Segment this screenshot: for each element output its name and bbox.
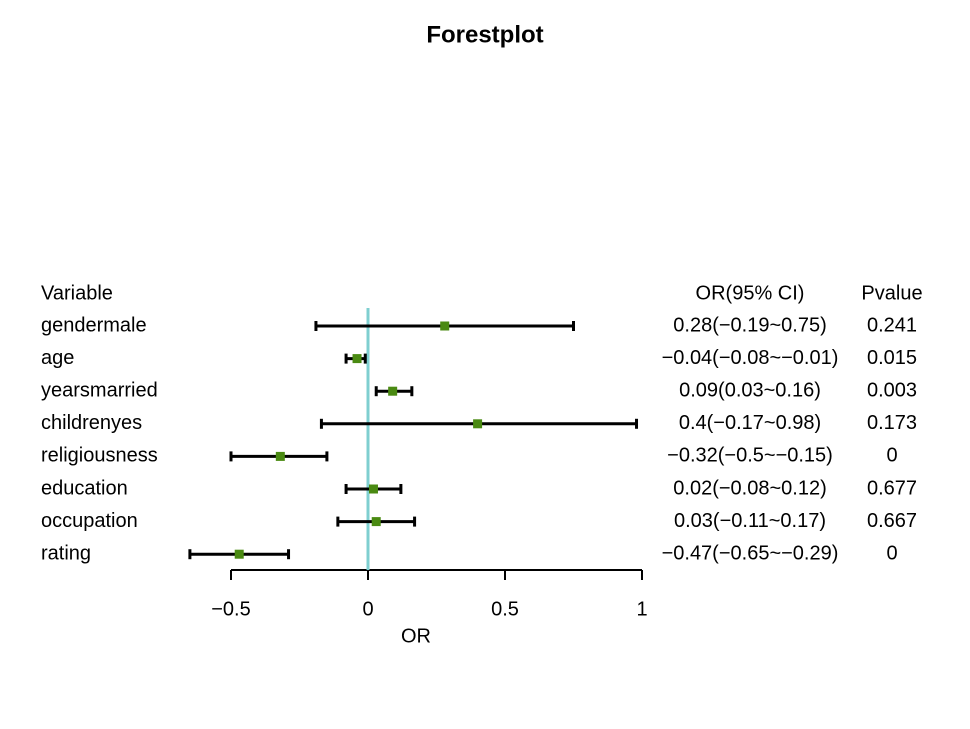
row-label: age	[41, 347, 74, 369]
point	[440, 321, 450, 331]
column-header: OR(95% CI)	[696, 282, 805, 304]
row-label: rating	[41, 542, 91, 564]
ci-label: 0.02(−0.08~0.12)	[673, 477, 826, 499]
ci-label: 0.09(0.03~0.16)	[679, 379, 821, 401]
ci-label: −0.47(−0.65~−0.29)	[662, 542, 839, 564]
row-label: religiousness	[41, 445, 158, 467]
row-label: childrenyes	[41, 412, 142, 434]
point	[388, 386, 398, 396]
pvalue-label: 0.677	[867, 477, 917, 499]
x-axis-label: OR	[401, 625, 431, 647]
column-header: Variable	[41, 282, 113, 304]
pvalue-label: 0	[886, 542, 897, 564]
row-label: yearsmarried	[41, 379, 158, 401]
chart-title: Forestplot	[426, 21, 543, 48]
row-label: education	[41, 477, 128, 499]
point	[275, 451, 285, 461]
pvalue-label: 0	[886, 445, 897, 467]
pvalue-label: 0.667	[867, 510, 917, 532]
point	[371, 517, 381, 527]
point	[473, 419, 483, 429]
row-label: occupation	[41, 510, 138, 532]
point	[234, 549, 244, 559]
ci-label: −0.04(−0.08~−0.01)	[662, 347, 839, 369]
ci-label: 0.4(−0.17~0.98)	[679, 412, 821, 434]
pvalue-label: 0.173	[867, 412, 917, 434]
pvalue-label: 0.241	[867, 314, 917, 336]
x-tick-label: 0.5	[491, 598, 519, 620]
x-tick-label: 1	[636, 598, 647, 620]
ci-label: −0.32(−0.5~−0.15)	[667, 445, 833, 467]
point	[352, 354, 362, 364]
row-label: gendermale	[41, 314, 147, 336]
pvalue-label: 0.015	[867, 347, 917, 369]
x-tick-label: −0.5	[211, 598, 250, 620]
point	[368, 484, 378, 494]
ci-label: 0.28(−0.19~0.75)	[673, 314, 826, 336]
pvalue-label: 0.003	[867, 379, 917, 401]
ci-label: 0.03(−0.11~0.17)	[674, 510, 826, 532]
x-tick-label: 0	[362, 598, 373, 620]
column-header: Pvalue	[861, 282, 922, 304]
